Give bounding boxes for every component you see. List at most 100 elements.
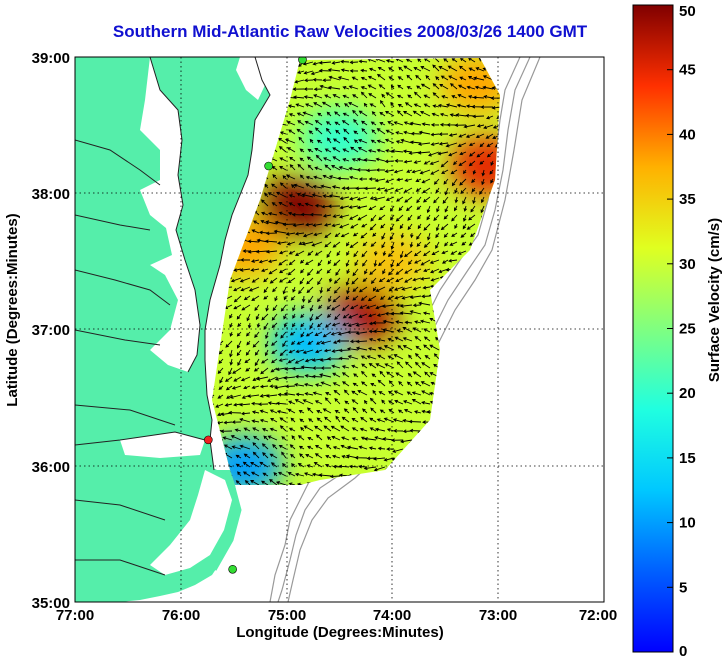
velocity-arrow (260, 480, 269, 485)
velocity-arrow (376, 73, 386, 81)
velocity-arrow (283, 391, 296, 396)
velocity-arrow (282, 340, 287, 348)
velocity-arrow (342, 381, 350, 387)
velocity-arrow (289, 164, 296, 171)
velocity-arrow (407, 372, 413, 378)
velocity-arrow (438, 142, 449, 146)
velocity-arrow (451, 178, 458, 187)
velocity-arrow (352, 94, 359, 99)
velocity-arrow (417, 223, 422, 230)
velocity-arrow (354, 455, 368, 460)
velocity-arrow (407, 94, 413, 99)
velocity-arrow (306, 268, 314, 277)
velocity-arrow (424, 371, 431, 378)
velocity-arrow (358, 110, 368, 117)
velocity-arrow (355, 346, 368, 351)
velocity-arrow (352, 407, 359, 414)
velocity-arrow (239, 277, 251, 283)
velocity-arrow (315, 313, 323, 320)
colorbar-tick-label: 30 (679, 256, 696, 273)
velocity-arrow (409, 310, 422, 315)
barrier-islands (213, 468, 242, 571)
velocity-arrow (306, 286, 314, 294)
velocity-arrow (251, 401, 260, 406)
velocity-arrow (276, 241, 287, 245)
velocity-arrow (430, 277, 440, 282)
velocity-arrow (332, 214, 341, 218)
velocity-arrow (429, 344, 440, 351)
velocity-arrow (444, 187, 449, 196)
velocity-arrow (371, 111, 377, 117)
velocity-arrow (245, 367, 251, 372)
velocity-arrow (467, 58, 476, 63)
velocity-arrow (388, 268, 395, 276)
velocity-arrow (398, 205, 404, 212)
velocity-arrow (240, 258, 250, 262)
velocity-arrow (263, 435, 269, 441)
velocity-arrow (242, 461, 251, 468)
velocity-arrow (279, 182, 287, 189)
velocity-arrow (316, 268, 323, 275)
colorbar-tick-label: 15 (679, 450, 696, 467)
velocity-arrow (261, 443, 269, 450)
velocity-arrow (384, 363, 395, 369)
velocity-arrow (393, 429, 404, 433)
velocity-arrow (349, 69, 359, 73)
velocity-arrow (438, 66, 449, 72)
velocity-arrow (354, 259, 359, 267)
velocity-arrow (327, 204, 341, 209)
velocity-arrow (240, 411, 251, 416)
velocity-arrow (386, 447, 395, 451)
velocity-arrow (294, 358, 305, 364)
velocity-arrow (399, 223, 404, 230)
velocity-arrow (237, 322, 242, 327)
velocity-arrow (399, 311, 413, 315)
velocity-arrow (291, 435, 296, 441)
velocity-arrow (236, 313, 242, 320)
velocity-arrow (420, 83, 431, 90)
x-tick-label: 74:00 (373, 607, 411, 624)
velocity-arrow (372, 286, 377, 292)
velocity-arrow (355, 331, 368, 336)
velocity-arrow (342, 86, 350, 90)
velocity-arrow (482, 85, 494, 90)
velocity-arrow (236, 331, 242, 337)
velocity-arrow (396, 177, 404, 182)
velocity-arrow (378, 259, 386, 267)
x-tick-label: 75:00 (268, 607, 306, 624)
velocity-arrow (388, 67, 395, 72)
velocity-arrow (370, 139, 377, 144)
velocity-arrow (337, 76, 350, 81)
velocity-arrow (215, 403, 224, 408)
station-delmarva-marker (264, 161, 273, 171)
x-tick-labels: 77:00 76:00 75:00 74:00 73:00 72:00 (56, 607, 617, 624)
velocity-arrow (305, 331, 314, 337)
velocity-arrow (332, 454, 341, 459)
velocity-arrow (372, 389, 377, 396)
velocity-arrow (373, 466, 386, 472)
velocity-arrow (351, 427, 359, 432)
velocity-arrow (340, 444, 350, 450)
velocity-arrow (250, 259, 260, 263)
velocity-arrow (396, 259, 404, 267)
velocity-arrow (270, 462, 278, 468)
velocity-arrow (373, 250, 378, 256)
velocity-arrow (358, 313, 368, 318)
velocity-arrow (347, 322, 359, 327)
velocity-arrow (394, 295, 404, 300)
velocity-arrow (433, 178, 440, 185)
velocity-arrow (300, 322, 305, 328)
velocity-arrow (373, 196, 386, 201)
velocity-arrow (413, 268, 422, 273)
velocity-arrow (360, 232, 368, 239)
velocity-arrow (363, 399, 368, 405)
velocity-arrow (376, 148, 386, 153)
velocity-arrow (312, 184, 323, 189)
velocity-arrow (262, 452, 269, 459)
velocity-arrow (297, 202, 305, 207)
y-axis-label: Latitude (Degrees:Minutes) (4, 213, 21, 407)
velocity-arrow (219, 376, 224, 384)
velocity-arrow (288, 113, 296, 117)
velocity-arrow (270, 418, 278, 423)
velocity-arrow (259, 394, 269, 398)
